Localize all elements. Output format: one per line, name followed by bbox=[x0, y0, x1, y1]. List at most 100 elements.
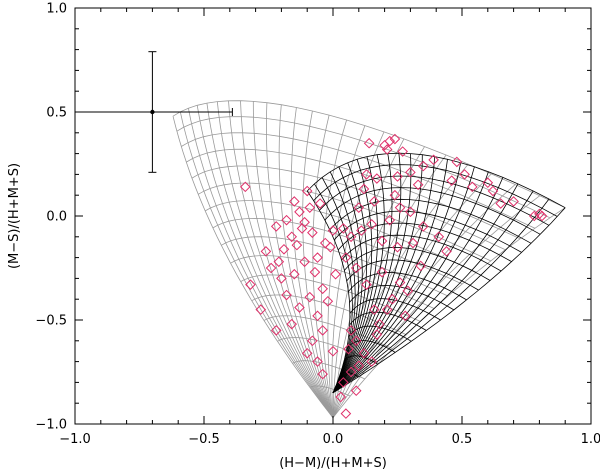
data-point bbox=[371, 329, 383, 340]
data-point bbox=[487, 185, 499, 197]
data-point bbox=[255, 304, 267, 315]
gray-grid-arc bbox=[230, 255, 435, 309]
data-point bbox=[322, 295, 334, 307]
data-point bbox=[356, 225, 367, 236]
data-point bbox=[368, 304, 380, 315]
black-grid-spoke bbox=[332, 156, 436, 394]
data-point bbox=[304, 202, 316, 213]
data-point bbox=[338, 377, 349, 388]
data-point bbox=[376, 266, 388, 278]
data-point bbox=[363, 137, 375, 149]
black-grid-spoke bbox=[332, 190, 534, 394]
gray-grid-arc bbox=[221, 236, 449, 297]
data-point bbox=[350, 385, 362, 397]
black-grid-spoke bbox=[332, 153, 402, 394]
data-point bbox=[317, 283, 328, 295]
data-point bbox=[446, 175, 457, 186]
data-point bbox=[412, 179, 424, 191]
data-point bbox=[366, 356, 378, 367]
gray-grid-spoke bbox=[179, 111, 334, 419]
gray-grid-spoke bbox=[332, 138, 405, 418]
data-point bbox=[327, 225, 339, 236]
data-point bbox=[270, 325, 282, 336]
gray-grid-spoke bbox=[252, 101, 334, 418]
data-point bbox=[371, 173, 383, 184]
gray-grid-spoke bbox=[206, 103, 334, 419]
data-point bbox=[467, 181, 478, 193]
black-grid-arc bbox=[343, 355, 378, 365]
data-point bbox=[459, 169, 470, 180]
gray-grid-spoke bbox=[172, 116, 334, 419]
x-tick-label: 0.0 bbox=[323, 432, 344, 447]
black-grid-spoke bbox=[306, 190, 351, 393]
data-point bbox=[495, 198, 507, 209]
black-grid-spoke bbox=[332, 153, 412, 394]
gray-grid-spoke bbox=[331, 131, 385, 418]
data-point bbox=[358, 183, 370, 195]
gray-grid-arc bbox=[191, 165, 506, 251]
data-point bbox=[317, 325, 328, 336]
black-grid-arc bbox=[337, 222, 512, 262]
data-point bbox=[314, 198, 326, 209]
data-point bbox=[312, 252, 323, 263]
data-point bbox=[405, 206, 416, 218]
data-point bbox=[366, 219, 378, 230]
data-point bbox=[291, 239, 303, 251]
data-point bbox=[307, 227, 318, 238]
data-point bbox=[417, 221, 429, 232]
data-point bbox=[245, 279, 256, 290]
data-point bbox=[374, 318, 385, 330]
gray-grid-spoke bbox=[290, 107, 334, 418]
x-tick-label: 1.0 bbox=[581, 432, 600, 447]
gray-grid-spoke bbox=[196, 105, 334, 419]
data-point bbox=[299, 256, 310, 268]
data-point bbox=[376, 235, 388, 247]
data-point bbox=[417, 160, 429, 172]
y-tick-label: 1.0 bbox=[46, 2, 67, 17]
data-point bbox=[536, 210, 548, 222]
x-tick-label: −0.5 bbox=[188, 432, 220, 447]
data-point bbox=[286, 318, 298, 330]
data-point bbox=[415, 260, 427, 272]
data-point bbox=[260, 246, 272, 257]
data-point bbox=[338, 223, 349, 234]
black-grid-spoke bbox=[332, 198, 550, 394]
data-point bbox=[407, 237, 419, 249]
black-grid-spoke bbox=[332, 207, 566, 394]
gray-grid-spoke bbox=[312, 115, 334, 418]
data-point bbox=[508, 196, 519, 207]
x-axis-label: (H−M)/(H+M+S) bbox=[279, 456, 387, 471]
data-point bbox=[340, 408, 352, 419]
data-point bbox=[361, 279, 372, 290]
data-point bbox=[304, 291, 316, 303]
black-grid-arc bbox=[348, 272, 467, 301]
y-tick-label: −1.0 bbox=[35, 418, 67, 433]
gray-grid-arc bbox=[240, 274, 421, 322]
data-point bbox=[319, 237, 331, 249]
data-point bbox=[265, 262, 277, 274]
data-point bbox=[379, 139, 390, 151]
data-point bbox=[330, 268, 341, 280]
data-point bbox=[397, 146, 408, 157]
data-point bbox=[239, 181, 251, 193]
data-point bbox=[428, 154, 439, 166]
error-bar bbox=[77, 51, 233, 173]
data-point bbox=[294, 206, 305, 218]
x-tick-label: 0.5 bbox=[452, 432, 473, 447]
data-point bbox=[270, 221, 282, 232]
data-point bbox=[278, 243, 290, 255]
error-bar-center bbox=[150, 109, 155, 115]
data-point bbox=[312, 310, 323, 322]
data-point bbox=[345, 366, 357, 378]
gray-grid-spoke bbox=[240, 100, 334, 418]
data-point bbox=[353, 202, 365, 213]
black-grid-arc bbox=[324, 187, 541, 235]
data-point bbox=[392, 171, 403, 182]
data-point bbox=[441, 246, 452, 257]
data-point bbox=[343, 343, 354, 355]
data-point bbox=[301, 185, 313, 197]
data-point bbox=[301, 347, 313, 359]
data-point bbox=[389, 133, 401, 145]
data-point bbox=[482, 177, 494, 189]
